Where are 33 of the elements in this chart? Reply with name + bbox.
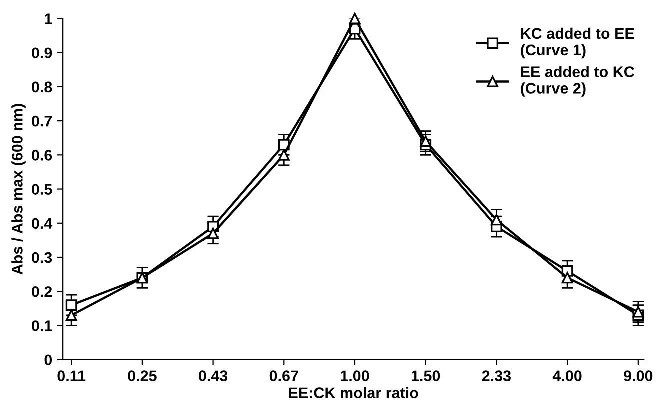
point	[491, 214, 502, 226]
point	[349, 13, 361, 24]
legend-label: KC added to EE (Curve 1)	[521, 28, 634, 59]
y-tick-label: 0.4	[32, 218, 53, 230]
y-axis-title: Abs / Abs max (600 nm)	[12, 104, 26, 275]
y-tick-label: 0.3	[32, 252, 52, 264]
x-tick-label: 9.00	[624, 370, 653, 382]
point	[208, 228, 219, 240]
x-tick-label: 4.00	[552, 370, 582, 382]
legend-label: EE added to KC (Curve 2)	[521, 66, 634, 97]
x-tick-label: 0.67	[270, 370, 298, 382]
y-tick-label: 1	[45, 14, 52, 24]
x-axis-title: EE:CK molar ratio	[289, 387, 418, 398]
point	[420, 136, 432, 148]
y-tick-label: 0.2	[32, 286, 52, 298]
y-tick-label: 0.9	[32, 48, 52, 59]
y-tick-label: 0	[44, 354, 52, 366]
point	[562, 272, 574, 284]
x-tick-label: 1.50	[412, 370, 440, 382]
x-tick-label: 0.11	[58, 370, 86, 382]
point	[66, 310, 78, 322]
y-tick-label: 0.6	[32, 150, 52, 161]
x-tick-label: 0.25	[128, 370, 157, 382]
x-tick-label: 2.33	[482, 370, 512, 382]
y-tick-label: 0.5	[32, 184, 52, 195]
point	[66, 300, 78, 311]
y-tick-label: 0.7	[32, 116, 52, 127]
point	[632, 306, 644, 318]
x-tick-label: 1.00	[341, 370, 370, 382]
point	[278, 149, 290, 161]
x-tick-label: 0.43	[199, 370, 228, 382]
y-tick-label: 0.1	[32, 320, 52, 332]
y-tick-label: 0.8	[32, 82, 52, 93]
